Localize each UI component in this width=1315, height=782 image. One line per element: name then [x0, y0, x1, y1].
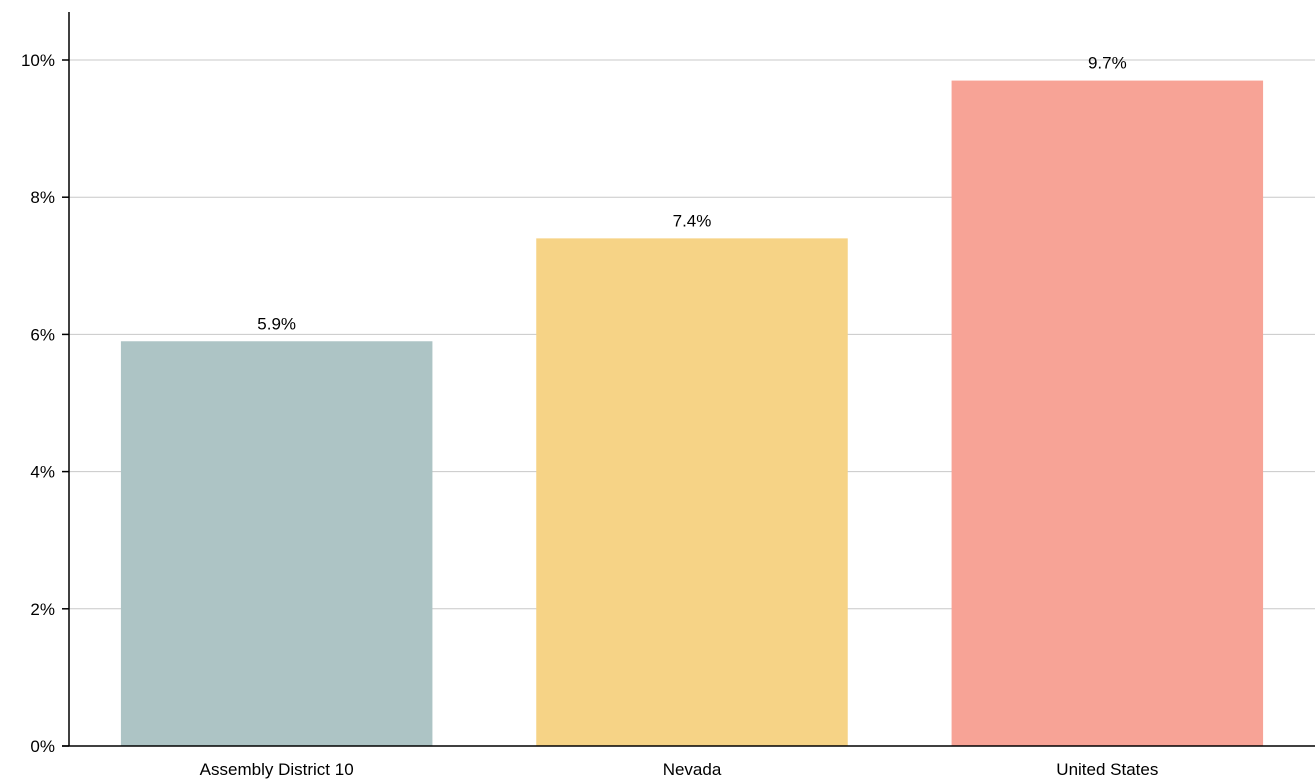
x-tick-label: Nevada: [663, 760, 722, 779]
y-tick-label: 0%: [30, 737, 55, 756]
bar: [120, 341, 433, 746]
bar: [951, 80, 1264, 746]
y-tick-label: 8%: [30, 188, 55, 207]
y-tick-label: 4%: [30, 463, 55, 482]
data-labels: 5.9% 7.4% 9.7%: [257, 54, 1126, 334]
axes: [62, 12, 1315, 747]
bar: [536, 238, 848, 747]
data-label: 5.9%: [257, 314, 296, 333]
y-tick-label: 10%: [21, 51, 55, 70]
y-tick-label: 2%: [30, 600, 55, 619]
y-tick-label: 6%: [30, 325, 55, 344]
bars: [120, 80, 1264, 747]
data-label: 7.4%: [673, 211, 712, 230]
y-tick-labels: 0% 2% 4% 6% 8% 10%: [21, 51, 69, 756]
x-tick-labels: Assembly District 10 Nevada United States: [200, 760, 1159, 779]
data-label: 9.7%: [1088, 54, 1127, 73]
x-tick-label: United States: [1056, 760, 1158, 779]
x-tick-label: Assembly District 10: [200, 760, 354, 779]
